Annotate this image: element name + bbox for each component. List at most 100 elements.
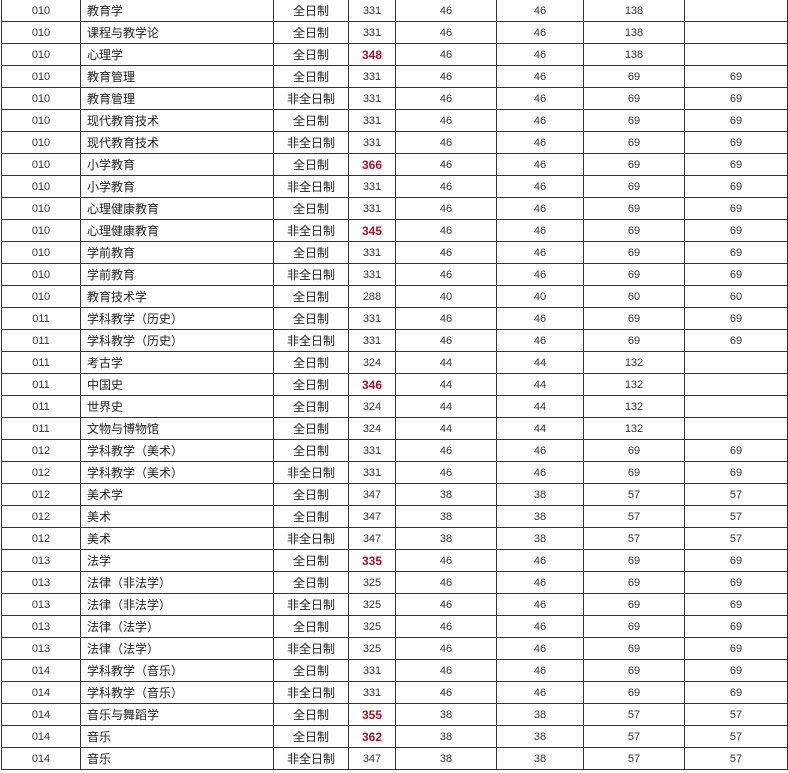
subject2-score-cell: 69 — [684, 175, 788, 198]
code-cell: 013 — [1, 593, 81, 616]
study-mode-cell: 非全日制 — [273, 637, 349, 660]
code-cell: 010 — [1, 285, 81, 308]
table-row: 012 美术 非全日制 347 38 38 57 57 — [1, 527, 788, 550]
total-score-cell: 331 — [348, 461, 396, 484]
subject1-score-cell: 69 — [583, 439, 685, 462]
major-cell: 法律（非法学） — [80, 571, 274, 594]
total-score-cell: 324 — [348, 417, 396, 440]
subject1-score-cell: 69 — [583, 461, 685, 484]
study-mode-cell: 非全日制 — [273, 461, 349, 484]
total-score-cell: 347 — [348, 747, 396, 770]
major-cell: 法律（非法学） — [80, 593, 274, 616]
subject2-score-cell: 69 — [684, 197, 788, 220]
total-score-cell: 331 — [348, 659, 396, 682]
politics-score-cell: 46 — [395, 87, 497, 110]
total-score-cell: 331 — [348, 65, 396, 88]
total-score-cell: 331 — [348, 175, 396, 198]
code-cell: 012 — [1, 461, 81, 484]
foreign-language-score-cell: 46 — [496, 263, 584, 286]
major-cell: 学科教学（历史） — [80, 307, 274, 330]
politics-score-cell: 46 — [395, 571, 497, 594]
table-row: 013 法律（非法学） 全日制 325 46 46 69 69 — [1, 571, 788, 594]
subject1-score-cell: 69 — [583, 153, 685, 176]
subject2-score-cell: 69 — [684, 329, 788, 352]
politics-score-cell: 46 — [395, 593, 497, 616]
major-cell: 学前教育 — [80, 263, 274, 286]
major-cell: 学科教学（美术） — [80, 439, 274, 462]
study-mode-cell: 全日制 — [273, 395, 349, 418]
politics-score-cell: 46 — [395, 21, 497, 44]
code-cell: 014 — [1, 703, 81, 726]
code-cell: 010 — [1, 65, 81, 88]
table-row: 010 教育管理 全日制 331 46 46 69 69 — [1, 65, 788, 88]
subject2-score-cell: 57 — [684, 483, 788, 506]
total-score-cell: 331 — [348, 241, 396, 264]
table-row: 013 法学 全日制 335 46 46 69 69 — [1, 549, 788, 572]
subject2-score-cell: 69 — [684, 109, 788, 132]
code-cell: 011 — [1, 351, 81, 374]
politics-score-cell: 46 — [395, 461, 497, 484]
politics-score-cell: 38 — [395, 527, 497, 550]
subject2-score-cell: 57 — [684, 703, 788, 726]
major-cell: 文物与博物馆 — [80, 417, 274, 440]
subject2-score-cell: 69 — [684, 307, 788, 330]
foreign-language-score-cell: 46 — [496, 65, 584, 88]
total-score-cell: 331 — [348, 131, 396, 154]
foreign-language-score-cell: 46 — [496, 593, 584, 616]
major-cell: 美术 — [80, 505, 274, 528]
major-cell: 学科教学（美术） — [80, 461, 274, 484]
study-mode-cell: 全日制 — [273, 439, 349, 462]
major-cell: 音乐 — [80, 725, 274, 748]
table-row: 010 教育学 全日制 331 46 46 138 — [1, 0, 788, 22]
code-cell: 010 — [1, 131, 81, 154]
major-cell: 法律（法学） — [80, 615, 274, 638]
politics-score-cell: 40 — [395, 285, 497, 308]
code-cell: 013 — [1, 637, 81, 660]
foreign-language-score-cell: 38 — [496, 747, 584, 770]
subject2-score-cell: 69 — [684, 241, 788, 264]
major-cell: 心理学 — [80, 43, 274, 66]
major-cell: 心理健康教育 — [80, 219, 274, 242]
foreign-language-score-cell: 46 — [496, 153, 584, 176]
foreign-language-score-cell: 38 — [496, 725, 584, 748]
subject2-score-cell: 69 — [684, 681, 788, 704]
foreign-language-score-cell: 44 — [496, 351, 584, 374]
table-row: 014 音乐 全日制 362 38 38 57 57 — [1, 725, 788, 748]
table-row: 011 考古学 全日制 324 44 44 132 — [1, 351, 788, 374]
table-row: 011 学科教学（历史） 全日制 331 46 46 69 69 — [1, 307, 788, 330]
table-row: 010 心理健康教育 非全日制 345 46 46 69 69 — [1, 219, 788, 242]
table-row: 011 中国史 全日制 346 44 44 132 — [1, 373, 788, 396]
foreign-language-score-cell: 46 — [496, 307, 584, 330]
table-row: 012 美术学 全日制 347 38 38 57 57 — [1, 483, 788, 506]
code-cell: 014 — [1, 747, 81, 770]
code-cell: 013 — [1, 549, 81, 572]
code-cell: 010 — [1, 87, 81, 110]
table-row: 010 教育技术学 全日制 288 40 40 60 60 — [1, 285, 788, 308]
study-mode-cell: 全日制 — [273, 153, 349, 176]
politics-score-cell: 46 — [395, 439, 497, 462]
subject2-score-cell: 69 — [684, 65, 788, 88]
major-cell: 法学 — [80, 549, 274, 572]
subject1-score-cell: 69 — [583, 681, 685, 704]
politics-score-cell: 44 — [395, 351, 497, 374]
total-score-cell: 331 — [348, 329, 396, 352]
subject2-score-cell: 69 — [684, 131, 788, 154]
total-score-cell: 366 — [348, 153, 396, 176]
total-score-cell: 331 — [348, 0, 396, 22]
foreign-language-score-cell: 46 — [496, 175, 584, 198]
study-mode-cell: 非全日制 — [273, 681, 349, 704]
subject1-score-cell: 138 — [583, 43, 685, 66]
foreign-language-score-cell: 46 — [496, 571, 584, 594]
table-row: 014 音乐与舞蹈学 全日制 355 38 38 57 57 — [1, 703, 788, 726]
table-row: 014 音乐 非全日制 347 38 38 57 57 — [1, 747, 788, 770]
study-mode-cell: 全日制 — [273, 241, 349, 264]
major-cell: 美术学 — [80, 483, 274, 506]
subject2-score-cell: 69 — [684, 87, 788, 110]
politics-score-cell: 46 — [395, 241, 497, 264]
study-mode-cell: 非全日制 — [273, 131, 349, 154]
major-cell: 心理健康教育 — [80, 197, 274, 220]
foreign-language-score-cell: 44 — [496, 417, 584, 440]
total-score-cell: 347 — [348, 527, 396, 550]
subject1-score-cell: 69 — [583, 197, 685, 220]
